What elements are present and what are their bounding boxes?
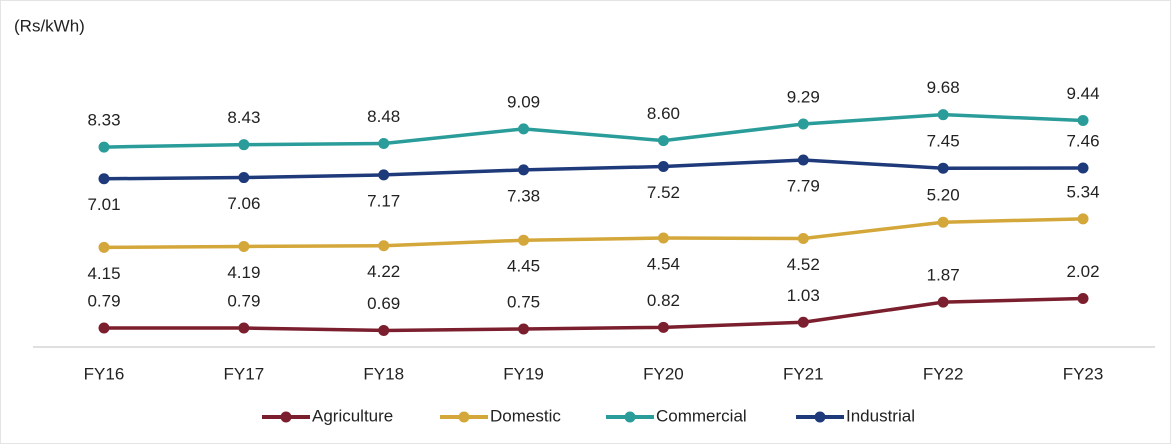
point bbox=[98, 141, 110, 153]
data-label: 0.82 bbox=[647, 291, 680, 310]
data-label: 4.22 bbox=[367, 262, 400, 281]
point bbox=[797, 118, 809, 130]
data-label: 5.20 bbox=[927, 186, 960, 205]
data-label: 5.34 bbox=[1066, 182, 1099, 201]
point bbox=[1077, 293, 1089, 305]
series-line bbox=[103, 217, 1084, 250]
point bbox=[378, 169, 390, 181]
point bbox=[1077, 162, 1089, 174]
data-label: 9.68 bbox=[927, 78, 960, 97]
data-label: 9.44 bbox=[1066, 84, 1099, 103]
point bbox=[937, 216, 949, 228]
data-label: 8.43 bbox=[227, 108, 260, 127]
point bbox=[518, 123, 530, 135]
data-label: 4.19 bbox=[227, 263, 260, 282]
y-axis-label: (Rs/kWh) bbox=[14, 16, 85, 35]
legend-marker bbox=[624, 411, 636, 423]
series-line bbox=[103, 158, 1084, 181]
point bbox=[98, 241, 110, 253]
series-line bbox=[103, 112, 1084, 149]
data-label: 2.02 bbox=[1066, 262, 1099, 281]
legend-marker bbox=[458, 411, 470, 423]
data-label: 7.79 bbox=[787, 177, 820, 196]
x-tick-label: FY16 bbox=[84, 364, 125, 383]
data-label: 9.09 bbox=[507, 92, 540, 111]
x-tick-label: FY18 bbox=[363, 364, 404, 383]
data-label: 7.45 bbox=[927, 132, 960, 151]
point bbox=[238, 240, 250, 252]
data-label: 7.06 bbox=[227, 194, 260, 213]
data-label: 4.45 bbox=[507, 257, 540, 276]
point bbox=[378, 324, 390, 336]
data-label: 1.87 bbox=[927, 266, 960, 285]
x-tick-label: FY17 bbox=[224, 364, 265, 383]
point bbox=[518, 164, 530, 176]
x-tick-label: FY20 bbox=[643, 364, 684, 383]
data-label: 0.79 bbox=[87, 292, 120, 311]
data-label: 8.60 bbox=[647, 104, 680, 123]
data-label: 4.15 bbox=[87, 264, 120, 283]
data-label: 7.17 bbox=[367, 191, 400, 210]
series-line bbox=[104, 296, 1084, 333]
point bbox=[378, 240, 390, 252]
x-tick-label: FY21 bbox=[783, 364, 824, 383]
legend-label: Agriculture bbox=[312, 406, 393, 425]
point bbox=[937, 109, 949, 121]
data-label: 4.52 bbox=[787, 255, 820, 274]
x-tick-label: FY19 bbox=[503, 364, 544, 383]
data-label: 0.75 bbox=[507, 292, 540, 311]
data-label: 8.33 bbox=[87, 111, 120, 130]
x-tick-label: FY22 bbox=[923, 364, 964, 383]
point bbox=[657, 135, 669, 147]
legend-marker bbox=[814, 411, 826, 423]
point bbox=[937, 296, 949, 308]
data-label: 7.52 bbox=[647, 183, 680, 202]
x-tick-label: FY23 bbox=[1063, 364, 1104, 383]
data-label: 1.03 bbox=[787, 286, 820, 305]
data-label: 8.48 bbox=[367, 107, 400, 126]
legend-label: Industrial bbox=[846, 406, 915, 425]
point bbox=[657, 321, 669, 333]
point bbox=[98, 173, 110, 185]
point bbox=[1077, 213, 1089, 225]
point bbox=[238, 139, 250, 151]
point bbox=[378, 137, 390, 149]
point bbox=[238, 172, 250, 184]
point bbox=[797, 233, 809, 245]
data-label: 0.69 bbox=[367, 294, 400, 313]
legend-label: Domestic bbox=[490, 406, 561, 425]
data-label: 7.38 bbox=[507, 186, 540, 205]
point bbox=[657, 232, 669, 244]
point bbox=[937, 162, 949, 174]
point bbox=[518, 234, 530, 246]
data-label: 0.79 bbox=[227, 292, 260, 311]
point bbox=[657, 161, 669, 173]
legend-marker bbox=[280, 411, 292, 423]
point bbox=[98, 322, 110, 334]
point bbox=[797, 316, 809, 328]
point bbox=[797, 154, 809, 166]
legend-label: Commercial bbox=[656, 406, 747, 425]
point bbox=[238, 322, 250, 334]
data-label: 7.01 bbox=[87, 195, 120, 214]
data-label: 4.54 bbox=[647, 255, 680, 274]
data-label: 7.46 bbox=[1066, 131, 1099, 150]
data-label: 9.29 bbox=[787, 88, 820, 107]
point bbox=[518, 323, 530, 335]
point bbox=[1077, 114, 1089, 126]
